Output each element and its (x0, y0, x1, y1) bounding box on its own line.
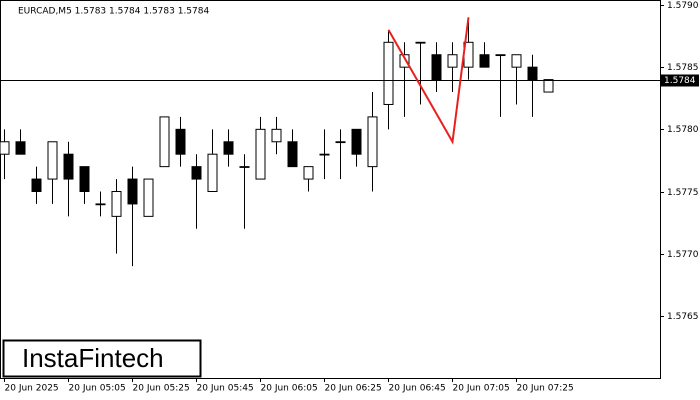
candle-body (223, 141, 234, 155)
candle-body (79, 166, 90, 192)
candle-body (415, 41, 426, 44)
price-label: 1.5784 (664, 76, 696, 86)
pattern-line (387, 17, 470, 145)
y-tick-label: 1.5780 (667, 125, 699, 135)
candle-body (239, 166, 250, 168)
watermark-box: InstaFintech (2, 339, 202, 378)
candle-body (271, 128, 282, 143)
candle-body (15, 141, 26, 155)
candle-body (175, 128, 186, 155)
candle-body (303, 166, 314, 180)
candle-body (335, 141, 346, 144)
candle-body (511, 54, 522, 68)
x-tick-label: 20 Jun 06:25 (325, 384, 382, 394)
x-tick-label: 20 Jun 05:25 (133, 384, 190, 394)
candle-body (143, 178, 154, 217)
x-tick-label: 20 Jun 2025 (5, 384, 59, 394)
x-tick-label: 20 Jun 05:45 (197, 384, 254, 394)
candle-body (159, 116, 170, 168)
price-label-box (661, 74, 699, 87)
candle-body (95, 203, 106, 206)
candle-body (367, 116, 378, 168)
watermark: InstaFintech (22, 343, 164, 373)
candle-body (351, 128, 362, 155)
candle-body (127, 178, 138, 205)
candle-body (0, 141, 10, 155)
candle-body (319, 153, 330, 156)
x-tick-label: 20 Jun 06:45 (389, 384, 446, 394)
x-tick-label: 20 Jun 05:05 (69, 384, 126, 394)
candle-body (63, 153, 74, 180)
y-tick-label: 1.5765 (667, 312, 699, 322)
candle-body (479, 54, 490, 68)
y-tick-label: 1.5790 (667, 1, 699, 11)
y-tick-label: 1.5785 (667, 63, 699, 73)
candle-body (543, 79, 554, 93)
candle-body (47, 141, 58, 180)
x-tick-label: 20 Jun 07:25 (517, 384, 574, 394)
x-tick-label: 20 Jun 06:05 (261, 384, 318, 394)
candle-body (399, 54, 410, 68)
candle-body (207, 153, 218, 192)
candle-body (447, 54, 458, 68)
plot-frame (0, 0, 661, 379)
candle-body (111, 191, 122, 217)
y-tick-label: 1.5775 (667, 188, 699, 198)
candle-body (31, 178, 42, 192)
candle-body (383, 41, 394, 105)
candle-body (191, 166, 202, 180)
x-tick-label: 20 Jun 07:05 (453, 384, 510, 394)
candle-body (495, 54, 506, 57)
watermark-frame (2, 339, 202, 378)
candle-body (287, 141, 298, 168)
candle-body (255, 128, 266, 180)
chart-title: EURCAD,M5 1.5783 1.5784 1.5783 1.5784 (18, 7, 209, 17)
y-tick-label: 1.5770 (667, 250, 699, 260)
candle-body (431, 54, 442, 81)
candle-body (527, 66, 538, 81)
